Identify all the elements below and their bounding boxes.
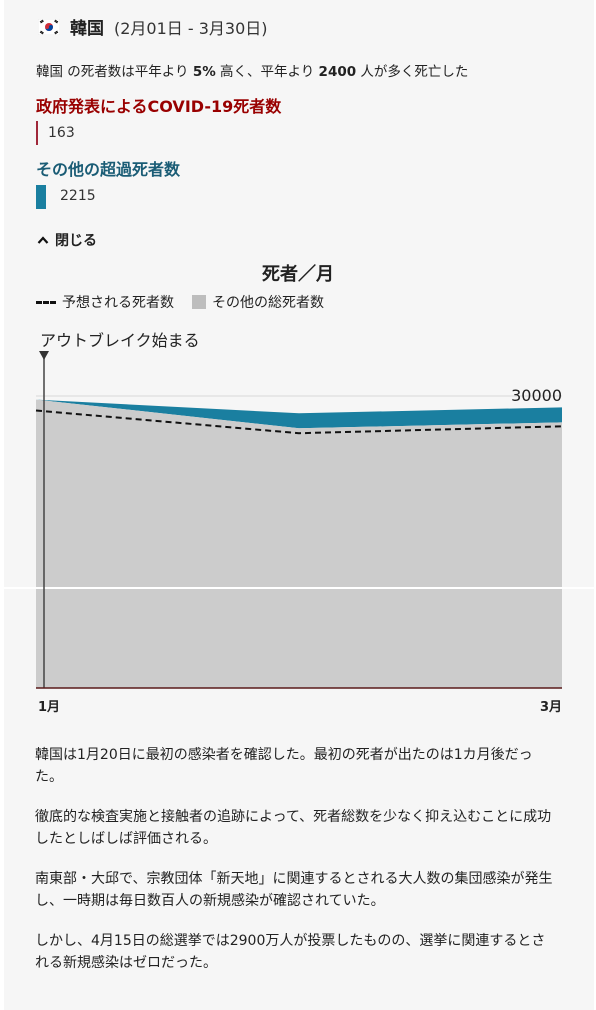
excess-deaths-title: その他の超過死者数: [36, 160, 181, 179]
expected-deaths-line: [35, 409, 563, 435]
legend-fill-swatch: [192, 295, 206, 309]
chart-title: 死者／月: [262, 264, 334, 285]
summary-middle: 高く、平年より: [215, 64, 319, 80]
summary-sentence: 韓国 の死者数は平年より 5% 高く、平年より 2400 人が多く死亡した: [36, 60, 468, 80]
covid-deaths-value: 163: [48, 125, 75, 141]
outbreak-annotation: アウトブレイク始まる: [40, 331, 200, 350]
article-paragraph: 韓国は1月20日に最初の感染者を確認した。最初の死者が出たのは1カ月後だった。: [35, 747, 533, 785]
excess-deaths-value: 2215: [60, 188, 96, 204]
outbreak-arrow-icon: [39, 351, 49, 360]
summary-percent: 5%: [192, 64, 216, 80]
collapse-toggle[interactable]: 閉じる: [37, 230, 97, 250]
total-deaths-area: [36, 399, 562, 688]
x-tick-label: 3月: [540, 700, 562, 715]
country-name: 韓国: [70, 19, 104, 39]
legend-dash-marker: [36, 300, 56, 304]
article-paragraph: 徹底的な検査実施と接触者の追跡によって、死者総数を少なく抑え込むことに成功したと…: [35, 809, 552, 847]
excess-deaths-area: [36, 399, 562, 429]
legend-total-label: その他の総死者数: [212, 295, 324, 311]
summary-suffix: 人が多く死亡した: [356, 64, 469, 80]
covid-deaths-bar: [36, 121, 38, 145]
x-tick-label: 1月: [38, 700, 60, 715]
collapse-label: 閉じる: [55, 233, 97, 249]
axis-labels: 30000 1月 3月: [38, 386, 562, 715]
article-paragraph: 南東部・大邱で、宗教団体「新天地」に関連するとされる大人数の集団感染が発生し、一…: [35, 871, 553, 909]
chevron-up-icon: [37, 236, 49, 244]
summary-excess: 2400: [318, 64, 357, 80]
chart-legend: 予想される死者数 その他の総死者数: [36, 292, 324, 312]
y-tick-label: 30000: [511, 386, 562, 405]
covid-deaths-title: 政府発表によるCOVID-19死者数: [36, 97, 282, 116]
date-range: (2月01日 - 3月30日): [114, 18, 268, 38]
summary-prefix: 韓国 の死者数は平年より: [36, 64, 193, 80]
article-paragraph: しかし、4月15日の総選挙では2900万人が投票したものの、選挙に関連するとされ…: [35, 933, 546, 971]
card-header: 韓国 (2月01日 - 3月30日): [38, 14, 268, 39]
south-korea-flag-icon: [38, 18, 60, 35]
legend-expected-label: 予想される死者数: [62, 295, 174, 311]
excess-deaths-bar: [36, 185, 46, 209]
